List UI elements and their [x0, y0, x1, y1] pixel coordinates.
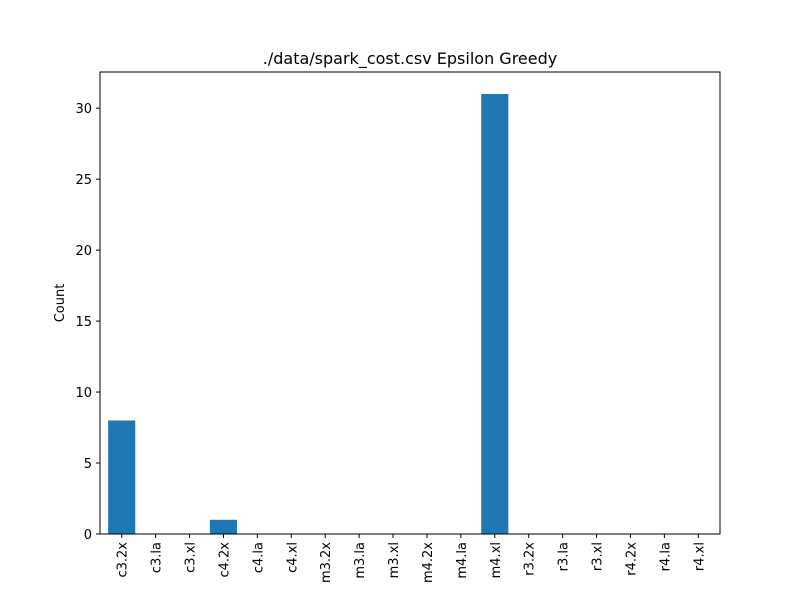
bar-c4.2x	[209, 519, 238, 534]
y-tick-label: 25	[75, 173, 92, 188]
x-axis: c3.2x c3.la c3.xl c4.2x c4.la c4.xl m3.2x m3.la…	[116, 534, 707, 583]
y-tick-label: 15	[75, 315, 92, 330]
x-tick-label-c4.la: c4.la	[251, 542, 266, 573]
y-tick-label: 10	[75, 386, 92, 401]
bar-c3.2x	[108, 420, 136, 534]
x-tick-label-r4.xl: r4.xl	[692, 542, 707, 571]
x-tick-label-m4.la: m4.la	[455, 542, 470, 579]
x-tick-label-r4.la: r4.la	[658, 542, 673, 571]
x-tick-label-c4.2x: c4.2x	[217, 542, 232, 578]
x-tick-label-m3.la: m3.la	[353, 542, 368, 579]
y-axis: 0 5 10 15 20 25 30	[75, 102, 100, 543]
x-tick-label-c3.la: c3.la	[150, 542, 165, 573]
x-tick-label-m3.xl: m3.xl	[387, 542, 402, 578]
chart-title: ./data/spark_cost.csv Epsilon Greedy	[263, 49, 557, 69]
x-tick-label-r3.2x: r3.2x	[523, 542, 538, 576]
x-tick-label-r3.xl: r3.xl	[591, 542, 606, 571]
x-tick-label-c4.xl: c4.xl	[285, 542, 300, 573]
x-tick-label-c3.xl: c3.xl	[184, 542, 199, 573]
x-tick-label-m4.2x: m4.2x	[421, 542, 436, 583]
y-tick-label: 0	[84, 528, 92, 543]
x-tick-label-r3.la: r3.la	[557, 542, 572, 571]
x-tick-label-m3.2x: m3.2x	[319, 542, 334, 583]
x-tick-label-r4.2x: r4.2x	[624, 542, 639, 576]
x-tick-label-c3.2x: c3.2x	[116, 542, 131, 578]
plot-frame	[99, 71, 721, 535]
y-axis-label: Count	[53, 284, 68, 323]
bar-m4.xl	[481, 94, 509, 534]
y-tick-label: 5	[84, 457, 92, 472]
bars-group	[108, 94, 509, 534]
y-tick-label: 30	[75, 102, 92, 117]
x-tick-label-m4.xl: m4.xl	[489, 542, 504, 578]
y-tick-label: 20	[75, 244, 92, 259]
